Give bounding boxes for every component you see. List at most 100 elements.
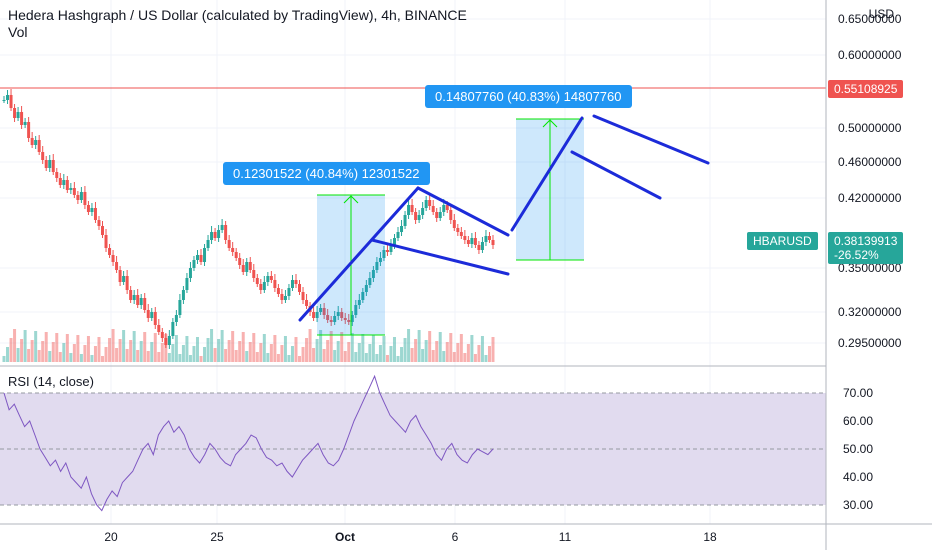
candle-body [438, 212, 442, 218]
candle-body [266, 276, 270, 282]
volume-bar [354, 352, 358, 362]
candle-body [407, 205, 411, 215]
candle-body [217, 230, 221, 238]
volume-bar [290, 346, 294, 362]
candle-body [167, 336, 171, 345]
measure-label-1[interactable]: 0.12301522 (40.84%) 12301522 [223, 162, 430, 185]
candle-body [245, 262, 249, 272]
candle-body [143, 298, 147, 310]
volume-bar [16, 348, 20, 362]
rsi-tick-label: 30.00 [843, 498, 873, 512]
candle-body [55, 172, 59, 178]
volume-bar [157, 352, 161, 362]
trend-drawings[interactable] [298, 114, 710, 322]
price-axis[interactable]: 0.65000000 0.60000000 0.50000000 0.46000000… [838, 12, 902, 350]
rsi-tick-label: 50.00 [843, 442, 873, 456]
candle-body [326, 315, 330, 320]
volume-bar [199, 356, 203, 362]
volume-bar [153, 333, 157, 362]
measure-label-2[interactable]: 0.14807760 (40.83%) 14807760 [425, 85, 632, 108]
volume-bar [294, 337, 298, 362]
volume-bar [160, 343, 164, 362]
candle-body [76, 195, 80, 200]
candle-body [480, 242, 484, 250]
volume-bar [259, 343, 263, 362]
volume-bar [421, 349, 425, 362]
volume-bar [48, 351, 52, 362]
candle-body [255, 278, 259, 284]
candle-body [125, 276, 129, 290]
price-tick-label: 0.60000000 [838, 48, 902, 62]
candle-body [417, 215, 421, 220]
candle-body [431, 206, 435, 212]
volume-bar [315, 339, 319, 362]
flagpole-line [298, 186, 420, 322]
candle-body [220, 225, 224, 230]
volume-bar [213, 348, 217, 362]
volume-bar [231, 331, 235, 362]
candle-body [305, 300, 309, 306]
volume-bar [234, 350, 238, 362]
candle-body [93, 208, 97, 220]
candle-body [132, 295, 136, 300]
volume-bar [9, 338, 13, 362]
candle-body [259, 284, 263, 290]
volume-bar [368, 344, 372, 362]
candle-body [83, 192, 87, 205]
currency-label[interactable]: USD [868, 7, 894, 21]
volume-bar [181, 345, 185, 362]
rsi-tick-label: 40.00 [843, 470, 873, 484]
candle-body [473, 238, 477, 245]
volume-bar [466, 344, 470, 362]
volume-bar [350, 333, 354, 362]
volume-bar [431, 350, 435, 362]
volume-bar [452, 352, 456, 362]
candle-body [37, 140, 41, 152]
volume-bar [322, 349, 326, 362]
volume-bar [69, 353, 73, 362]
volume-bar [347, 342, 351, 362]
candle-body [389, 245, 393, 252]
candle-body [136, 295, 140, 305]
volume-bar [417, 330, 421, 362]
price-tick-label: 0.35000000 [838, 261, 902, 275]
price-tick-label: 0.42000000 [838, 191, 902, 205]
volume-bar [241, 332, 245, 362]
volume-bar [118, 339, 122, 362]
volume-bar [44, 332, 48, 362]
volume-bar [305, 338, 309, 362]
candle-body [241, 265, 245, 272]
candle-body [115, 262, 119, 270]
volume-bar [336, 341, 340, 362]
candle-body [213, 232, 217, 238]
time-axis[interactable]: 20 25 Oct 6 11 18 [104, 530, 717, 544]
volume-bar [132, 331, 136, 362]
time-tick-label: 11 [559, 530, 572, 544]
candle-body [150, 312, 154, 318]
volume-bar [438, 332, 442, 362]
candle-body [48, 160, 52, 168]
candle-body [343, 318, 347, 320]
candle-body [378, 258, 382, 262]
candle-body [410, 205, 414, 212]
candle-body [396, 232, 400, 238]
candle-body [210, 232, 214, 240]
candle-body [224, 225, 228, 240]
rsi-axis[interactable]: 70.00 60.00 50.00 40.00 30.00 [843, 386, 873, 512]
price-tick-label: 0.32000000 [838, 305, 902, 319]
projection-line [510, 116, 584, 232]
candle-body [101, 226, 105, 235]
time-tick-label: 18 [703, 530, 717, 544]
candle-body [13, 108, 17, 118]
volume-bar [407, 329, 411, 362]
volume-bar [255, 352, 259, 362]
candle-series [2, 89, 495, 349]
volume-bar [6, 347, 10, 362]
candle-body [79, 192, 83, 200]
volume-bar [167, 353, 171, 362]
volume-bar [245, 351, 249, 362]
volume-bar [266, 353, 270, 362]
candle-body [456, 228, 460, 232]
candle-body [491, 240, 495, 245]
